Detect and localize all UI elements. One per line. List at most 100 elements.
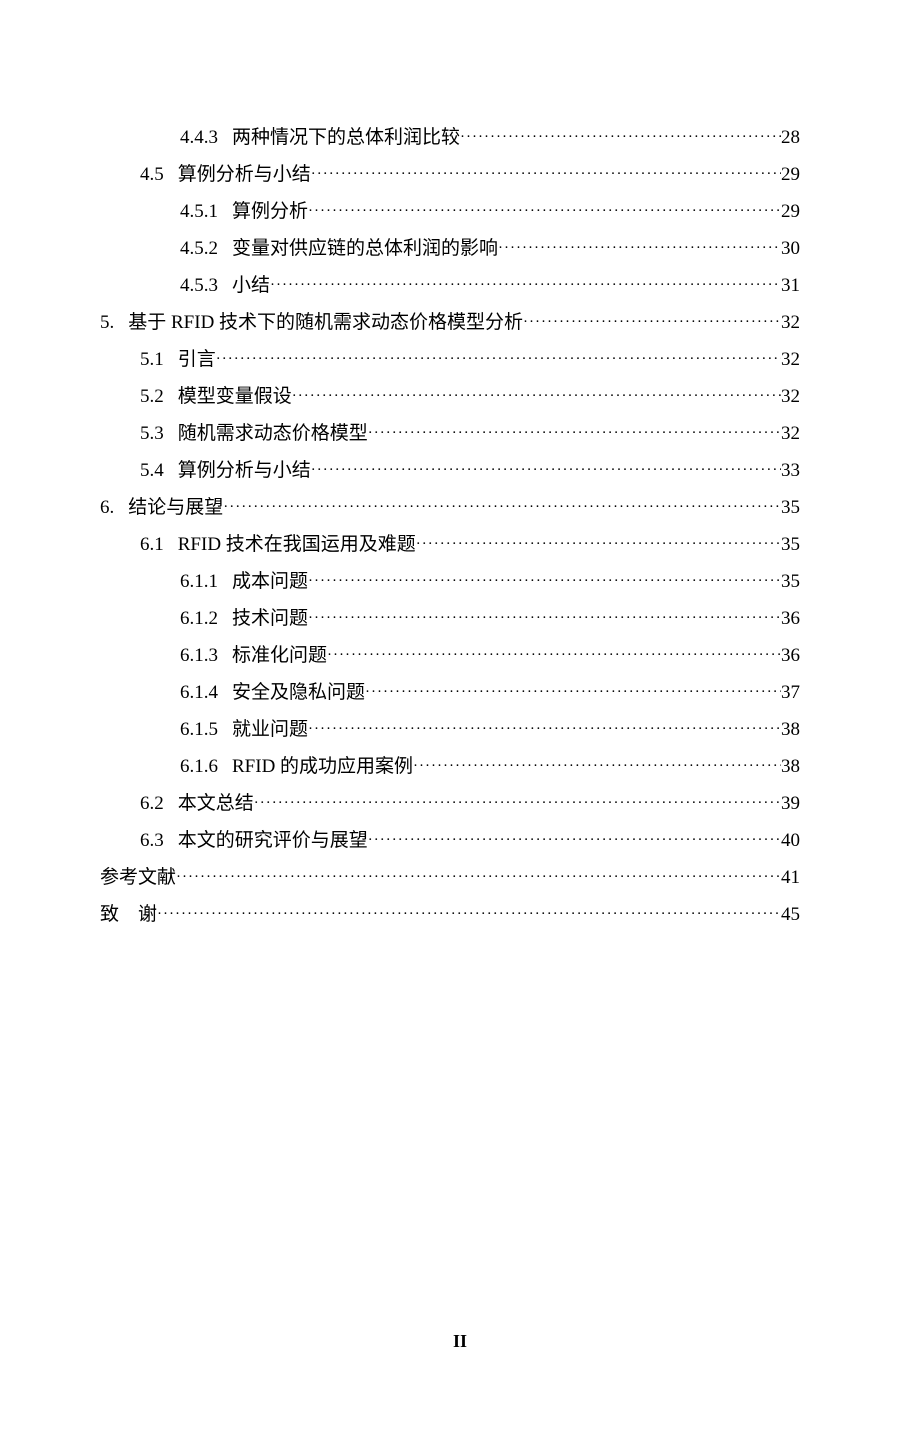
toc-entry-number: 4.4.3 — [180, 120, 218, 155]
toc-entry: 6.1.2 技术问题 36 — [100, 601, 800, 638]
toc-entry: 4.5.2 变量对供应链的总体利润的影响 30 — [100, 231, 800, 268]
toc-entry-number: 6.3 — [140, 823, 164, 858]
toc-entry-number: 6.1.2 — [180, 601, 218, 636]
toc-entry-title: 算例分析 — [232, 194, 308, 229]
toc-entry-number: 4.5.3 — [180, 268, 218, 303]
toc-entry-number: 4.5.1 — [180, 194, 218, 229]
toc-leader-dots — [523, 305, 781, 340]
toc-leader-dots — [223, 490, 781, 525]
toc-entry-number: 6.1.6 — [180, 749, 218, 784]
toc-leader-dots — [416, 527, 781, 562]
toc-leader-dots — [308, 601, 781, 636]
toc-leader-dots — [308, 712, 781, 747]
toc-entry-title: 致 谢 — [100, 897, 157, 932]
toc-entry-number: 5.2 — [140, 379, 164, 414]
toc-leader-dots — [327, 638, 781, 673]
toc-entry-page: 32 — [781, 305, 800, 340]
toc-leader-dots — [311, 157, 781, 192]
toc-entry-title: 就业问题 — [232, 712, 308, 747]
toc-entry-title: 技术问题 — [232, 601, 308, 636]
toc-entry-title: 参考文献 — [100, 860, 176, 895]
toc-leader-dots — [157, 897, 781, 932]
toc-entry-title: RFID 技术在我国运用及难题 — [178, 527, 416, 562]
toc-entry-number: 6.1.1 — [180, 564, 218, 599]
toc-entry: 4.5.1算例分析29 — [100, 194, 800, 231]
toc-entry-title: 引言 — [178, 342, 216, 377]
toc-entry-page: 37 — [781, 675, 800, 710]
toc-entry-title: 本文的研究评价与展望 — [178, 823, 368, 858]
toc-leader-dots — [413, 749, 781, 784]
toc-leader-dots — [365, 675, 781, 710]
toc-entry-page: 32 — [781, 416, 800, 451]
toc-entry-page: 32 — [781, 379, 800, 414]
toc-leader-dots — [368, 823, 781, 858]
toc-entry-number: 5. — [100, 305, 114, 340]
toc-entry-page: 36 — [781, 638, 800, 673]
toc-entry-page: 36 — [781, 601, 800, 636]
toc-entry-number: 6. — [100, 490, 114, 525]
toc-entry-title: RFID 的成功应用案例 — [232, 749, 413, 784]
toc-entry: 6.1.1 成本问题 35 — [100, 564, 800, 601]
toc-entry-page: 28 — [781, 120, 800, 155]
toc-leader-dots — [254, 786, 781, 821]
toc-entry: 6.1.3标准化问题36 — [100, 638, 800, 675]
toc-entry-page: 41 — [781, 860, 800, 895]
toc-entry: 4.5 算例分析与小结 29 — [100, 157, 800, 194]
toc-entry: 5.3 随机需求动态价格模型 32 — [100, 416, 800, 453]
toc-entry: 4.4.3 两种情况下的总体利润比较 28 — [100, 120, 800, 157]
toc-leader-dots — [292, 379, 781, 414]
toc-entry: 致 谢 45 — [100, 897, 800, 934]
toc-leader-dots — [460, 120, 781, 155]
toc-entry-page: 38 — [781, 749, 800, 784]
toc-entry-title: 随机需求动态价格模型 — [178, 416, 368, 451]
toc-entry-page: 31 — [781, 268, 800, 303]
toc-entry-page: 30 — [781, 231, 800, 266]
toc-entry: 6.1.6 RFID 的成功应用案例 38 — [100, 749, 800, 786]
toc-entry-number: 5.1 — [140, 342, 164, 377]
toc-entry-page: 45 — [781, 897, 800, 932]
toc-leader-dots — [498, 231, 781, 266]
page-marker: II — [453, 1331, 467, 1351]
toc-leader-dots — [308, 194, 781, 229]
toc-entry-title: 成本问题 — [232, 564, 308, 599]
toc-entry-number: 4.5.2 — [180, 231, 218, 266]
toc-leader-dots — [311, 453, 781, 488]
toc-entry-page: 35 — [781, 564, 800, 599]
toc-entry: 6.1.4 安全及隐私问题 37 — [100, 675, 800, 712]
toc-entry: 6.3 本文的研究评价与展望 40 — [100, 823, 800, 860]
table-of-contents: 4.4.3 两种情况下的总体利润比较 28 4.5 算例分析与小结 29 4.5.1 算例分析… — [100, 120, 800, 934]
toc-entry-title: 基于 RFID 技术下的随机需求动态价格模型分析 — [128, 305, 523, 340]
toc-entry-number: 6.1.4 — [180, 675, 218, 710]
toc-entry-number: 5.3 — [140, 416, 164, 451]
toc-entry-title: 小结 — [232, 268, 270, 303]
toc-entry: 5.1 引言 32 — [100, 342, 800, 379]
toc-entry-title: 标准化问题 — [232, 638, 327, 673]
toc-entry: 5.2 模型变量假设 32 — [100, 379, 800, 416]
toc-entry-title: 变量对供应链的总体利润的影响 — [232, 231, 498, 266]
toc-entry-number: 5.4 — [140, 453, 164, 488]
toc-entry: 5. 基于 RFID 技术下的随机需求动态价格模型分析 32 — [100, 305, 800, 342]
toc-entry: 4.5.3 小结 31 — [100, 268, 800, 305]
toc-entry-page: 40 — [781, 823, 800, 858]
page-number-footer: II — [0, 1331, 920, 1352]
toc-entry-title: 算例分析与小结 — [178, 157, 311, 192]
toc-entry-title: 安全及隐私问题 — [232, 675, 365, 710]
toc-entry-title: 两种情况下的总体利润比较 — [232, 120, 460, 155]
toc-leader-dots — [176, 860, 781, 895]
toc-leader-dots — [270, 268, 781, 303]
toc-entry: 参考文献 41 — [100, 860, 800, 897]
toc-entry-page: 39 — [781, 786, 800, 821]
toc-leader-dots — [308, 564, 781, 599]
toc-entry-number: 6.1 — [140, 527, 164, 562]
toc-entry-number: 6.1.5 — [180, 712, 218, 747]
toc-entry-number: 4.5 — [140, 157, 164, 192]
toc-entry-page: 29 — [781, 157, 800, 192]
toc-entry: 5.4算例分析与小结33 — [100, 453, 800, 490]
toc-entry: 6.1RFID 技术在我国运用及难题35 — [100, 527, 800, 564]
toc-entry-page: 32 — [781, 342, 800, 377]
toc-leader-dots — [368, 416, 781, 451]
toc-entry-title: 结论与展望 — [128, 490, 223, 525]
toc-entry: 6.结论与展望35 — [100, 490, 800, 527]
toc-entry-page: 38 — [781, 712, 800, 747]
toc-entry-title: 模型变量假设 — [178, 379, 292, 414]
